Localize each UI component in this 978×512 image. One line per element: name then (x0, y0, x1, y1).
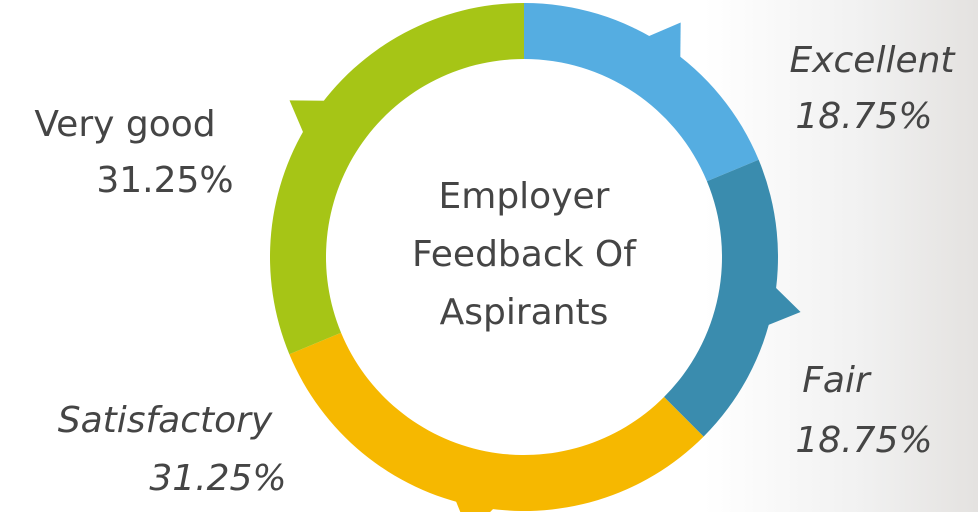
donut-segment (664, 160, 778, 437)
chart-title: Employer Feedback Of Aspirants (384, 168, 664, 342)
value-label: 18.75% (795, 96, 932, 137)
value-label: 31.25% (96, 160, 233, 201)
donut-segment (289, 333, 703, 511)
donut-segment (524, 3, 759, 181)
value-label: 18.75% (795, 420, 932, 461)
category-label: Fair (802, 360, 872, 401)
value-label: 31.25% (149, 458, 286, 499)
category-label: Very good (34, 104, 215, 145)
category-label: Satisfactory (58, 400, 273, 441)
page: Excellent 18.75% Fair 18.75% Satisfactory 31.… (0, 0, 978, 512)
category-label: Excellent (789, 40, 956, 81)
